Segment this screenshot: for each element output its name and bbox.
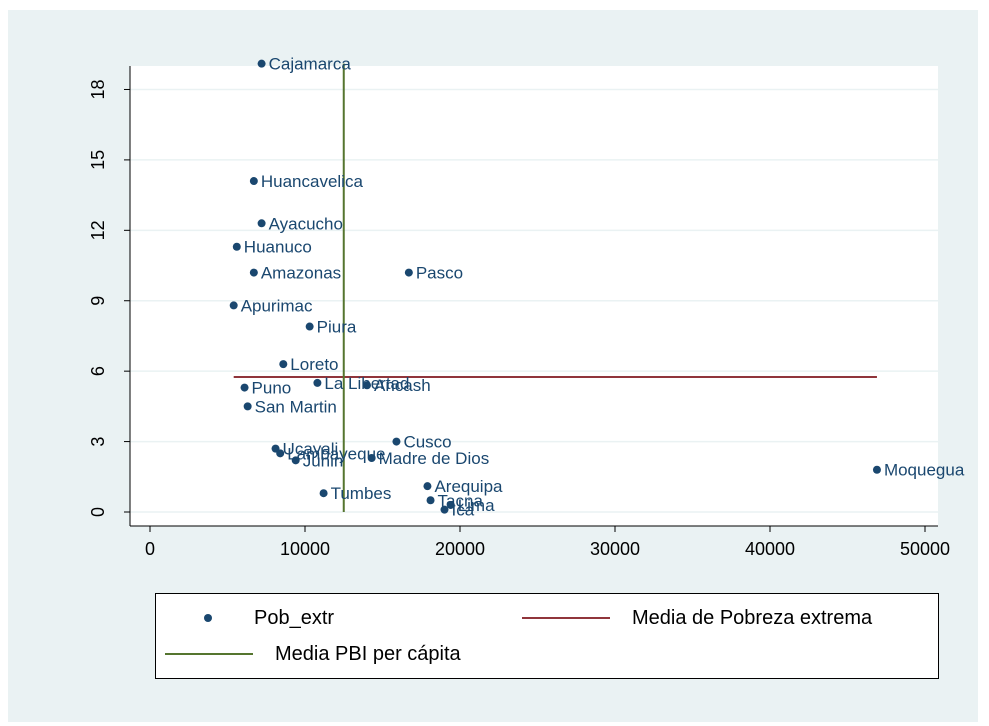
x-tick-label: 30000	[590, 539, 640, 559]
data-point	[249, 177, 258, 186]
legend-marker-green-line	[165, 653, 253, 655]
point-label: Apurimac	[241, 296, 313, 315]
point-label: San Martin	[255, 397, 337, 416]
point-label: Tumbes	[331, 484, 392, 503]
y-tick-label: 12	[88, 220, 108, 240]
data-point	[232, 242, 241, 251]
reference-lines	[233, 63, 877, 512]
legend-item-media-pbi: Media PBI per cápita	[165, 639, 461, 669]
data-point	[291, 456, 300, 465]
data-point	[367, 454, 376, 463]
x-tick-label: 10000	[280, 539, 330, 559]
point-label: Huancavelica	[261, 172, 364, 191]
y-tick-label: 15	[88, 150, 108, 170]
point-label: Lima	[458, 496, 495, 515]
y-tick-label: 9	[88, 296, 108, 306]
data-point	[257, 219, 266, 228]
point-label: Ucayali	[283, 440, 339, 459]
data-point	[313, 378, 322, 387]
legend-label-media-pobreza: Media de Pobreza extrema	[632, 606, 873, 629]
point-label: Ica	[452, 501, 475, 520]
scatter-chart: 0 3 6 9 12 15 18 0 10000 20000 30000 40000 50000 Caj…	[88, 55, 965, 559]
data-point	[276, 449, 285, 458]
point-label: Pasco	[416, 264, 463, 283]
point-label: Cajamarca	[269, 55, 352, 74]
point-label: Madre de Dios	[379, 449, 490, 468]
point-label: Arequipa	[434, 477, 503, 496]
y-tick-label: 0	[88, 507, 108, 517]
y-tick-label: 18	[88, 79, 108, 99]
plot-area	[130, 66, 938, 526]
data-point	[229, 301, 238, 310]
legend-label-media-pbi: Media PBI per cápita	[275, 642, 461, 665]
point-label: Cusco	[403, 433, 451, 452]
data-point	[363, 381, 371, 390]
x-tick-label: 50000	[900, 539, 950, 559]
data-point	[446, 500, 455, 509]
y-tick-label: 6	[88, 366, 108, 376]
data-point	[249, 268, 258, 277]
axes: 0 3 6 9 12 15 18 0 10000 20000 30000 40000 50000	[88, 66, 950, 559]
x-tick-label: 40000	[745, 539, 795, 559]
data-point	[240, 383, 249, 392]
data-point	[426, 496, 435, 505]
data-points: Cajamarca Huancavelica Ayacucho Huanuco Amaz…	[229, 55, 965, 520]
point-label: Piura	[317, 318, 357, 337]
point-label: Puno	[252, 379, 292, 398]
data-point	[404, 268, 413, 277]
legend: Pob_extr Media de Pobreza extrema Media …	[155, 593, 939, 679]
point-label: Moquegua	[884, 461, 965, 480]
data-point	[440, 505, 449, 514]
legend-item-media-pobreza: Media de Pobreza extrema	[522, 603, 872, 633]
legend-label-pob-extr: Pob_extr	[254, 606, 335, 629]
legend-item-pob-extr: Pob_extr	[156, 603, 334, 633]
point-label: Loreto	[290, 355, 338, 374]
y-tick-label: 3	[88, 437, 108, 447]
point-label: Amazonas	[261, 264, 341, 283]
point-label: Ancash	[374, 376, 431, 395]
chart-background: 0 3 6 9 12 15 18 0 10000 20000 30000 40000 50000 Caj…	[8, 10, 978, 722]
point-label: Huanuco	[244, 238, 312, 257]
grid-lines	[130, 88, 938, 513]
point-label: Junin	[303, 451, 344, 470]
legend-marker-dot	[204, 614, 212, 622]
point-label: Lambayeque	[287, 444, 385, 463]
data-point	[257, 59, 266, 68]
data-point	[423, 482, 432, 491]
legend-marker-red-line	[522, 617, 610, 619]
data-point	[872, 465, 881, 474]
data-point	[279, 360, 288, 369]
x-tick-label: 20000	[435, 539, 485, 559]
data-point	[392, 437, 401, 446]
data-point	[319, 489, 328, 498]
data-point	[305, 322, 314, 331]
data-point	[243, 402, 252, 411]
point-label: Ayacucho	[269, 214, 343, 233]
x-tick-label: 0	[145, 539, 155, 559]
